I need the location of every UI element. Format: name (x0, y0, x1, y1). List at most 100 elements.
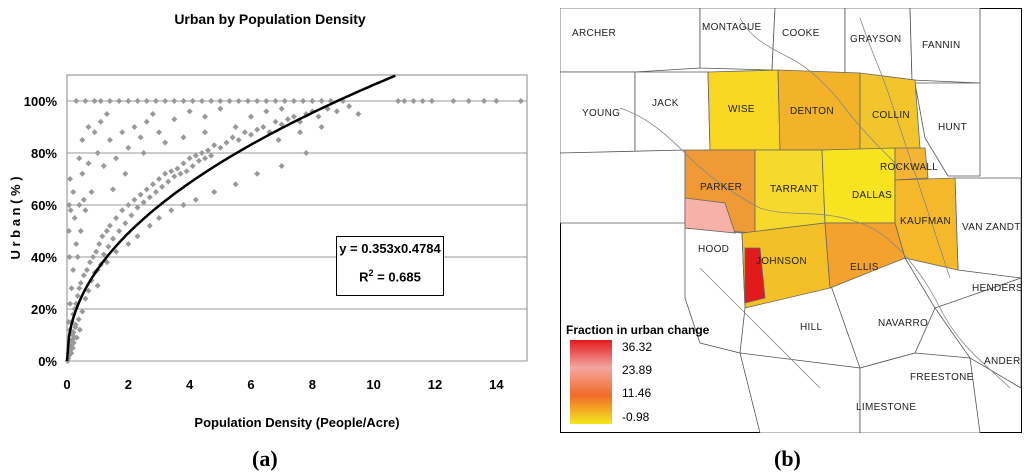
data-point (168, 207, 175, 214)
x-tick-label: 12 (428, 377, 442, 392)
data-point (71, 334, 78, 341)
data-point (125, 202, 132, 208)
y-tick-label: 100% (24, 94, 58, 109)
county-label: ARCHER (572, 28, 616, 39)
data-point (137, 134, 144, 141)
data-point (149, 181, 156, 188)
data-point (91, 98, 98, 104)
x-tick-label: 6 (247, 377, 254, 392)
data-point (177, 170, 184, 177)
y-tick-label: 80% (31, 146, 57, 161)
y-axis-ticks: 0% 20% 40% 60% 80% 100% (24, 94, 58, 369)
data-point (91, 129, 98, 136)
x-axis-ticks: 0 2 4 6 8 10 12 14 (63, 377, 504, 392)
x-tick-label: 0 (63, 377, 70, 392)
county-kaufman (894, 177, 959, 271)
county-label: VAN ZANDT (962, 222, 1021, 233)
data-point (180, 134, 187, 141)
data-point (85, 124, 92, 130)
data-point (119, 207, 126, 214)
data-point (395, 98, 402, 104)
chart-title: Urban by Population Density (174, 11, 366, 27)
equation-box: y = 0.353x0.4784 R2 = 0.685 (336, 236, 444, 296)
urban-change-counties (684, 69, 959, 309)
panel-a-label: (a) (252, 446, 278, 471)
data-point (318, 98, 325, 104)
data-point (82, 295, 89, 302)
data-point (198, 150, 205, 156)
legend-value: 11.46 (622, 386, 651, 400)
data-point (77, 228, 84, 234)
data-point (180, 98, 187, 104)
data-point (202, 113, 208, 120)
data-point (211, 142, 218, 149)
data-point (152, 98, 159, 104)
scatter-chart: Urban by Population Density 0% 20% 40% 60% 8… (8, 11, 528, 430)
data-point (87, 259, 93, 266)
trend-line (65, 74, 396, 362)
x-tick-label: 14 (489, 377, 504, 392)
data-point (208, 152, 215, 159)
data-point (134, 233, 141, 240)
county-label: HUNT (938, 122, 967, 133)
data-point (68, 350, 75, 357)
data-point (290, 98, 297, 104)
data-point (74, 254, 81, 260)
data-point (113, 155, 120, 162)
data-point (162, 139, 169, 146)
data-point (248, 131, 254, 138)
data-point (428, 98, 435, 104)
x-tick-label: 4 (186, 377, 194, 392)
data-point (202, 129, 208, 136)
data-point (106, 222, 113, 229)
data-point (113, 248, 120, 255)
data-point (100, 163, 107, 169)
data-point (71, 215, 78, 221)
data-point (192, 196, 199, 203)
data-point (152, 189, 159, 195)
data-point (517, 98, 524, 104)
data-point (88, 189, 95, 195)
data-point (79, 137, 86, 143)
data-point (83, 267, 90, 273)
county-label: FANNIN (922, 40, 960, 51)
data-point (76, 202, 83, 208)
data-point (346, 103, 353, 110)
data-point (149, 111, 156, 117)
county-label: KAUFMAN (900, 216, 951, 227)
data-point (300, 98, 307, 104)
data-point (241, 129, 248, 136)
county-label: ANDERSON (984, 356, 1022, 367)
legend-values: 36.32 23.89 11.46 -0.98 (622, 340, 652, 424)
data-point (254, 98, 261, 104)
data-point (195, 157, 202, 164)
county-johnson-hotspot (744, 247, 766, 304)
legend-color-bar (570, 340, 612, 424)
data-point (156, 129, 162, 136)
data-point (70, 267, 77, 273)
data-point (208, 98, 215, 104)
y-tick-label: 40% (31, 250, 57, 265)
county-label: DENTON (790, 106, 834, 117)
county-label: TARRANT (770, 184, 819, 195)
data-point (309, 98, 316, 104)
data-point (143, 186, 150, 193)
data-point (263, 108, 270, 115)
data-point (217, 105, 224, 112)
data-point (284, 116, 291, 123)
data-point (99, 233, 106, 240)
county-label: HOOD (698, 244, 729, 255)
data-point (410, 98, 417, 104)
r-squared: R2 = 0.685 (359, 268, 421, 285)
data-point (125, 144, 132, 151)
data-point (205, 147, 212, 154)
data-point (74, 293, 81, 299)
county-label: YOUNG (582, 108, 620, 119)
data-point (355, 111, 362, 117)
data-point (223, 139, 230, 146)
county-label: WISE (728, 104, 755, 115)
county-label: COOKE (782, 28, 820, 39)
data-point (94, 282, 101, 289)
data-point (79, 170, 86, 177)
data-point (82, 207, 89, 214)
